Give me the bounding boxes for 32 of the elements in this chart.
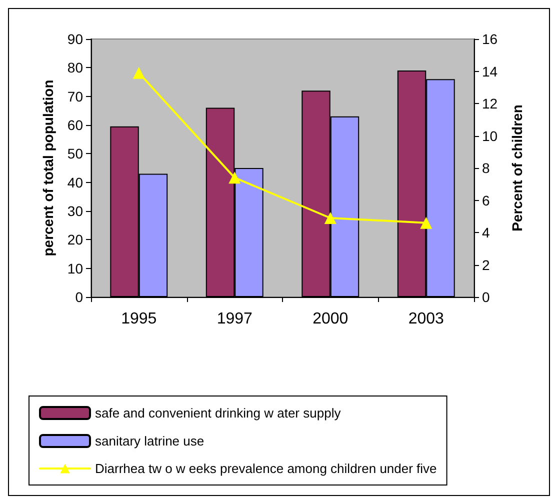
y2-tick-label: 10 xyxy=(482,128,498,144)
y-tick-label: 20 xyxy=(67,232,84,248)
point xyxy=(228,172,241,184)
y2-axis-title: Percent of children xyxy=(509,104,525,232)
y2-tick-label: 0 xyxy=(482,289,490,305)
y2-tick-label: 6 xyxy=(482,192,490,208)
legend-label: Diarrhea tw o w eeks prevalence among children under five xyxy=(95,461,437,476)
y-tick-label: 30 xyxy=(67,203,84,219)
y-tick-label: 0 xyxy=(75,289,84,305)
legend-label: safe and convenient drinking w ater supply xyxy=(95,406,342,420)
x-tick-label: 1997 xyxy=(216,310,253,328)
y-tick-label: 90 xyxy=(67,31,84,47)
y2-tick-label: 12 xyxy=(482,96,498,112)
y2-tick-label: 4 xyxy=(482,224,490,240)
y-tick-label: 50 xyxy=(67,146,84,162)
x-tick-label: 2000 xyxy=(312,310,348,328)
y2-tick-label: 2 xyxy=(482,256,490,273)
y2-tick-label: 8 xyxy=(482,160,490,176)
y2-tick-label: 14 xyxy=(482,63,498,80)
y-tick-label: 60 xyxy=(67,117,84,133)
point xyxy=(132,66,145,79)
point xyxy=(420,216,432,229)
y-tick-label: 10 xyxy=(67,260,84,276)
legend-label: sanitary latrine use xyxy=(95,434,204,448)
point xyxy=(324,212,336,224)
x-tick-label: 2003 xyxy=(408,310,444,328)
y-tick-label: 40 xyxy=(67,174,84,190)
y2-tick-label: 16 xyxy=(482,31,498,47)
x-tick-label: 1995 xyxy=(121,310,157,328)
y-tick-label: 80 xyxy=(67,60,84,76)
y-tick-label: 70 xyxy=(67,88,84,104)
y-axis-title: percent of total population xyxy=(40,80,56,256)
